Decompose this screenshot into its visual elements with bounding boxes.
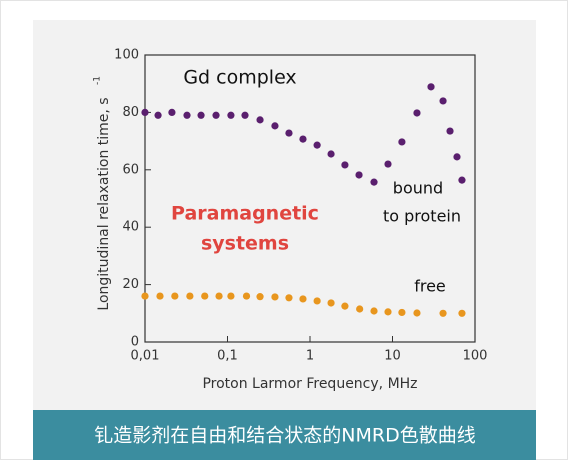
- annotation: free: [414, 277, 446, 296]
- point: [313, 141, 321, 149]
- annotation: bound: [393, 179, 443, 198]
- y-axis-label-sup: -1: [93, 76, 103, 85]
- point: [355, 171, 363, 179]
- annotation: Gd complex: [183, 67, 296, 89]
- point: [183, 111, 191, 119]
- point: [299, 295, 307, 303]
- x-tick-label: 10: [384, 349, 401, 364]
- caption: 钆造影剂在自由和结合状态的NMRD色散曲线: [94, 425, 475, 447]
- point: [458, 176, 466, 184]
- y-tick-label: 0: [131, 335, 139, 350]
- annotation: systems: [201, 233, 289, 255]
- x-tick-label: 0,1: [217, 349, 238, 364]
- y-tick-label: 60: [122, 162, 139, 177]
- point: [168, 108, 176, 116]
- point: [458, 309, 466, 317]
- point: [201, 292, 209, 300]
- point: [427, 83, 435, 91]
- x-tick-label: 1: [306, 349, 314, 364]
- point: [299, 135, 307, 143]
- point: [341, 161, 349, 169]
- point: [141, 292, 149, 300]
- annotation: to protein: [383, 207, 461, 226]
- point: [384, 160, 392, 168]
- point: [413, 309, 421, 317]
- point: [271, 122, 279, 130]
- point: [241, 111, 249, 119]
- point: [285, 294, 293, 302]
- annotation: Paramagnetic: [171, 203, 319, 225]
- x-axis-label: Proton Larmor Frequency, MHz: [202, 376, 417, 392]
- point: [256, 293, 264, 301]
- point: [215, 292, 223, 300]
- point: [154, 111, 162, 119]
- point: [453, 153, 461, 161]
- point: [370, 178, 378, 186]
- point: [156, 292, 164, 300]
- point: [398, 138, 406, 146]
- y-tick-label: 20: [122, 277, 139, 292]
- point: [227, 292, 235, 300]
- point: [413, 109, 421, 117]
- y-axis-label: Longitudinal relaxation time, s: [96, 97, 112, 310]
- panel: [33, 20, 536, 412]
- point: [313, 297, 321, 305]
- point: [370, 307, 378, 315]
- point: [141, 108, 149, 116]
- caption-bar: [33, 410, 536, 460]
- point: [285, 129, 293, 137]
- point: [384, 308, 392, 316]
- point: [212, 111, 220, 119]
- x-tick-label: 0,01: [131, 349, 160, 364]
- point: [271, 293, 279, 301]
- point: [439, 97, 447, 105]
- point: [398, 308, 406, 317]
- point: [242, 292, 251, 300]
- point: [327, 150, 335, 158]
- y-tick-label: 80: [122, 105, 139, 120]
- point: [327, 299, 335, 307]
- point: [446, 127, 454, 135]
- point: [186, 292, 194, 300]
- y-tick-label: 100: [114, 48, 139, 63]
- point: [256, 116, 264, 124]
- point: [356, 305, 364, 313]
- point: [439, 309, 447, 317]
- point: [197, 111, 205, 119]
- y-tick-label: 40: [122, 220, 139, 235]
- point: [227, 111, 235, 119]
- y-axis-label-group: Longitudinal relaxation time, s -1: [93, 76, 113, 311]
- point: [341, 302, 349, 310]
- x-tick-label: 100: [463, 349, 488, 364]
- point: [171, 292, 179, 300]
